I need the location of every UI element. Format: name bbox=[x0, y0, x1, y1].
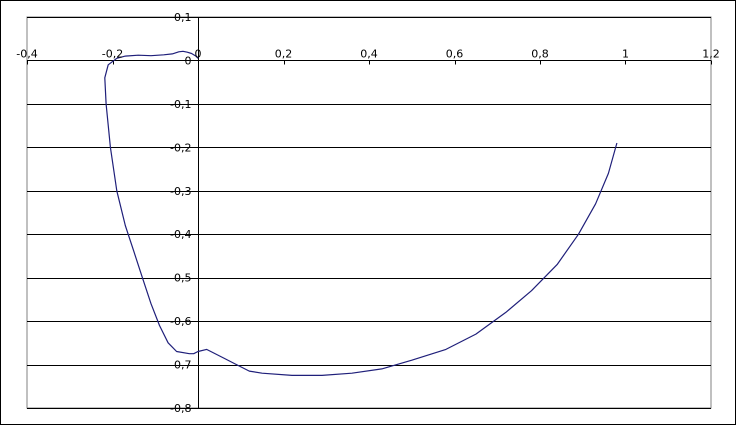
y-tick-label: 0 bbox=[185, 54, 192, 67]
x-tick-label: -0,4 bbox=[16, 48, 37, 61]
x-tick-label: -0,2 bbox=[102, 48, 123, 61]
x-tick-label: 1,2 bbox=[702, 48, 720, 61]
y-tick-label: -0,6 bbox=[170, 315, 191, 328]
x-tick-label: 0,2 bbox=[275, 48, 293, 61]
x-tick-label: 0,8 bbox=[531, 48, 549, 61]
y-tick-label: -0,4 bbox=[170, 228, 191, 241]
x-tick-label: 0 bbox=[195, 48, 202, 61]
x-tick-label: 0,6 bbox=[446, 48, 464, 61]
y-tick-label: 0,1 bbox=[174, 11, 192, 24]
series-group bbox=[104, 50, 618, 376]
plot-border bbox=[26, 16, 712, 409]
y-tick-label: -0,2 bbox=[170, 141, 191, 154]
plot-area bbox=[26, 16, 712, 409]
x-tick-label: 1 bbox=[622, 48, 629, 61]
y-tick-label: -0,8 bbox=[170, 402, 191, 415]
y-tick-label: -0,1 bbox=[170, 98, 191, 111]
y-tick-label: -0,7 bbox=[170, 359, 191, 372]
x-tick-labels: -0,4 -0,2 0 0,2 0,4 0,6 0,8 1 1,2 bbox=[16, 48, 719, 61]
series-line-0 bbox=[104, 50, 618, 376]
y-tick-labels: 0,1 0 -0,1 -0,2 -0,3 -0,4 -0,5 -0,6 -0,7 -0,8 bbox=[170, 11, 191, 415]
x-tick-label: 0,4 bbox=[360, 48, 378, 61]
y-tick-label: -0,3 bbox=[170, 185, 191, 198]
y-tick-label: -0,5 bbox=[170, 272, 191, 285]
